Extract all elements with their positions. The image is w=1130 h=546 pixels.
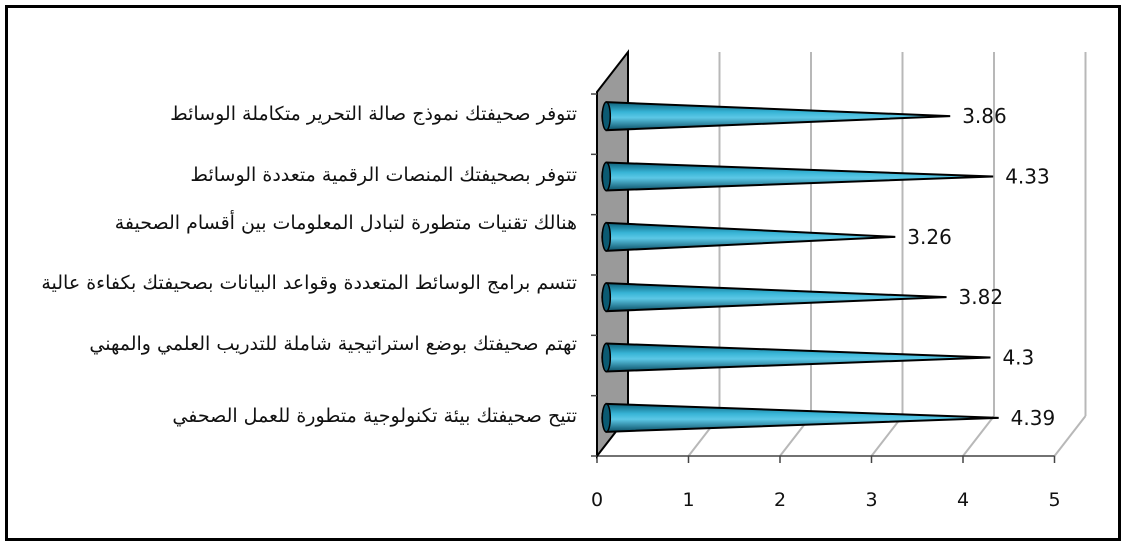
bar-base <box>601 161 612 192</box>
category-label: تتوفر بصحيفتك المنصات الرقمية متعددة الو… <box>190 163 577 186</box>
bar <box>601 282 947 313</box>
data-label: 3.86 <box>962 104 1007 128</box>
bar <box>601 221 896 252</box>
bar <box>601 342 991 373</box>
x-tick-label: 1 <box>682 489 694 511</box>
bar-base <box>601 222 612 252</box>
data-label: 4.33 <box>1005 165 1050 189</box>
data-label: 4.39 <box>1011 406 1056 430</box>
category-label: تهتم صحيفتك بوضع استراتيجية شاملة للتدري… <box>89 332 577 355</box>
category-label: هنالك تقنيات متطورة لتبادل المعلومات بين… <box>114 211 577 234</box>
bar-base <box>601 101 612 131</box>
x-tick-label: 4 <box>957 489 969 511</box>
x-tick-label: 2 <box>774 489 786 511</box>
bar <box>601 101 951 132</box>
bar-chart: 0 1 2 3 4 5 3.86 4.33 3.26 3.82 4.3 4.39 <box>591 49 1087 511</box>
category-label: تتوفر صحيفتك نموذج صالة التحرير متكاملة … <box>170 103 577 126</box>
floor-edge <box>1053 415 1087 457</box>
data-label: 3.82 <box>959 285 1004 309</box>
category-label: تتسم برامج الوسائط المتعددة وقواعد البيا… <box>41 272 577 295</box>
category-label: تتيح صحيفتك بيئة تكنولوجية متطورة للعمل … <box>172 404 577 427</box>
data-label: 4.3 <box>1002 346 1034 370</box>
floor-edge <box>870 415 904 457</box>
bar <box>601 161 994 192</box>
floor-edge <box>962 415 995 457</box>
data-label: 3.26 <box>907 225 952 249</box>
bar-base <box>601 282 612 312</box>
bar-base <box>601 403 612 433</box>
x-tick-label: 3 <box>865 489 877 511</box>
bar-base <box>601 342 612 373</box>
bar <box>601 402 999 433</box>
chart-frame: 0 1 2 3 4 5 3.86 4.33 3.26 3.82 4.3 4.39 تتوفر صحي… <box>5 5 1121 541</box>
x-tick-label: 5 <box>1048 489 1060 511</box>
x-tick-label: 0 <box>591 489 603 511</box>
